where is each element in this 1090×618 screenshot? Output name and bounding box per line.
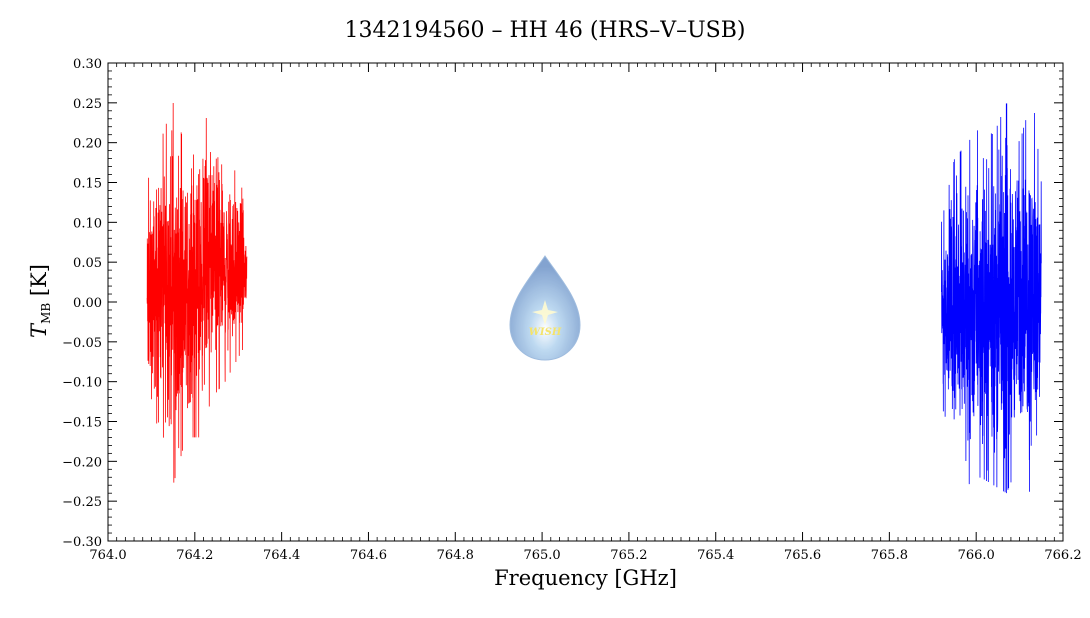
x-tick-label: 764.0 bbox=[89, 548, 126, 563]
x-axis-label: Frequency [GHz] bbox=[494, 566, 677, 590]
chart-title: 1342194560 – HH 46 (HRS–V–USB) bbox=[344, 18, 746, 43]
x-tick-label: 765.8 bbox=[871, 548, 908, 563]
y-axis-symbol: T bbox=[27, 323, 51, 338]
series-line-1 bbox=[146, 103, 248, 483]
y-tick-label: −0.05 bbox=[62, 336, 102, 351]
y-tick-label: 0.00 bbox=[73, 296, 102, 311]
series-layer bbox=[146, 103, 1042, 494]
y-tick-label: −0.10 bbox=[62, 376, 102, 391]
x-tick-label: 764.8 bbox=[437, 548, 474, 563]
wish-logo-text: WISH bbox=[529, 327, 562, 338]
y-tick-label: −0.20 bbox=[62, 455, 102, 470]
axes-layer: 764.0 764.2 764.4 764.6 764.8 765.0 765.2 765.4… bbox=[62, 57, 1081, 563]
series-line-2 bbox=[941, 103, 1042, 494]
star-icon bbox=[532, 300, 558, 325]
y-tick-label: −0.30 bbox=[62, 535, 102, 550]
y-axis-unit: [K] bbox=[27, 264, 51, 297]
y-axis-subscript: MB bbox=[39, 302, 53, 324]
x-tick-label: 764.4 bbox=[263, 548, 300, 563]
x-tick-label: 766.0 bbox=[958, 548, 995, 563]
y-axis-label: TMB [K] bbox=[27, 264, 53, 338]
x-tick-label: 764.2 bbox=[176, 548, 213, 563]
x-tick-label: 765.4 bbox=[697, 548, 734, 563]
y-tick-label: 0.30 bbox=[73, 57, 102, 72]
x-tick-label: 764.6 bbox=[350, 548, 387, 563]
y-tick-label: 0.15 bbox=[73, 177, 102, 192]
y-tick-label: 0.20 bbox=[73, 137, 102, 152]
x-tick-label: 765.0 bbox=[523, 548, 560, 563]
x-tick-label: 766.2 bbox=[1044, 548, 1081, 563]
x-tick-label: 765.6 bbox=[784, 548, 821, 563]
plot-frame bbox=[107, 62, 1064, 542]
x-tick-label: 765.2 bbox=[610, 548, 647, 563]
wish-logo: WISH bbox=[509, 255, 581, 361]
y-tick-label: −0.15 bbox=[62, 416, 102, 431]
y-tick-label: 0.05 bbox=[73, 256, 102, 271]
y-tick-label: −0.25 bbox=[62, 495, 102, 510]
y-tick-label: 0.25 bbox=[73, 97, 102, 112]
y-tick-label: 0.10 bbox=[73, 216, 102, 231]
